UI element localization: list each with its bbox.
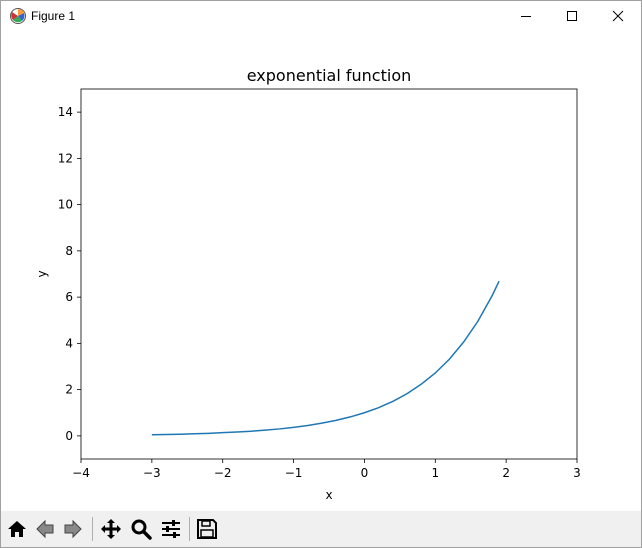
chart-svg: exponential function −4 −3 −2 −1 0 1 2 3 024681… [35, 66, 581, 502]
chart-title: exponential function [247, 66, 412, 85]
x-tick-label: −2 [214, 466, 232, 480]
x-tick-label: 3 [573, 466, 581, 480]
y-tick-label: 14 [58, 105, 73, 119]
minimize-button[interactable] [503, 1, 549, 31]
maximize-button[interactable] [549, 1, 595, 31]
x-tick-label: −1 [285, 466, 303, 480]
close-icon [612, 10, 624, 22]
minimize-icon [521, 16, 531, 17]
forward-button[interactable] [61, 517, 85, 541]
plot-area-frame [80, 88, 578, 460]
y-axis-label: y [35, 270, 49, 277]
configure-subplots-icon [162, 520, 180, 538]
window-title: Figure 1 [31, 9, 76, 23]
y-tick-label: 6 [65, 290, 73, 304]
navigation-toolbar [1, 511, 641, 547]
y-tick-label: 8 [65, 244, 73, 258]
y-tick-label: 4 [65, 336, 73, 350]
pan-button[interactable] [99, 517, 123, 541]
title-bar[interactable]: Figure 1 [1, 1, 641, 31]
back-arrow-icon [36, 519, 54, 539]
home-icon [8, 521, 26, 537]
y-tick-label: 10 [58, 198, 73, 212]
x-tick-label: 1 [431, 466, 439, 480]
y-tick-label: 12 [58, 151, 73, 165]
forward-arrow-icon [64, 519, 82, 539]
save-disk-icon [197, 519, 217, 539]
x-tick-label: 2 [502, 466, 510, 480]
zoom-button[interactable] [129, 517, 153, 541]
pan-move-icon [101, 519, 121, 539]
x-axis-label: x [325, 488, 332, 502]
y-tick-label: 2 [65, 383, 73, 397]
x-axis-ticks: −4 −3 −2 −1 0 1 2 3 [72, 459, 581, 480]
maximize-icon [567, 11, 577, 21]
y-tick-label: 0 [65, 429, 73, 443]
exponential-series-line [151, 280, 500, 436]
x-tick-label: 0 [361, 466, 369, 480]
toolbar-separator [189, 517, 190, 541]
x-tick-label: −3 [143, 466, 161, 480]
close-button[interactable] [595, 1, 641, 31]
save-button[interactable] [195, 517, 219, 541]
y-axis-ticks: 0 2 4 6 8 10 12 14 [58, 105, 81, 443]
matplotlib-app-icon [10, 8, 26, 24]
home-button[interactable] [5, 517, 29, 541]
toolbar-separator [92, 517, 93, 541]
back-button[interactable] [33, 517, 57, 541]
configure-subplots-button[interactable] [159, 517, 183, 541]
x-tick-label: −4 [72, 466, 90, 480]
zoom-magnifier-icon [131, 519, 152, 540]
